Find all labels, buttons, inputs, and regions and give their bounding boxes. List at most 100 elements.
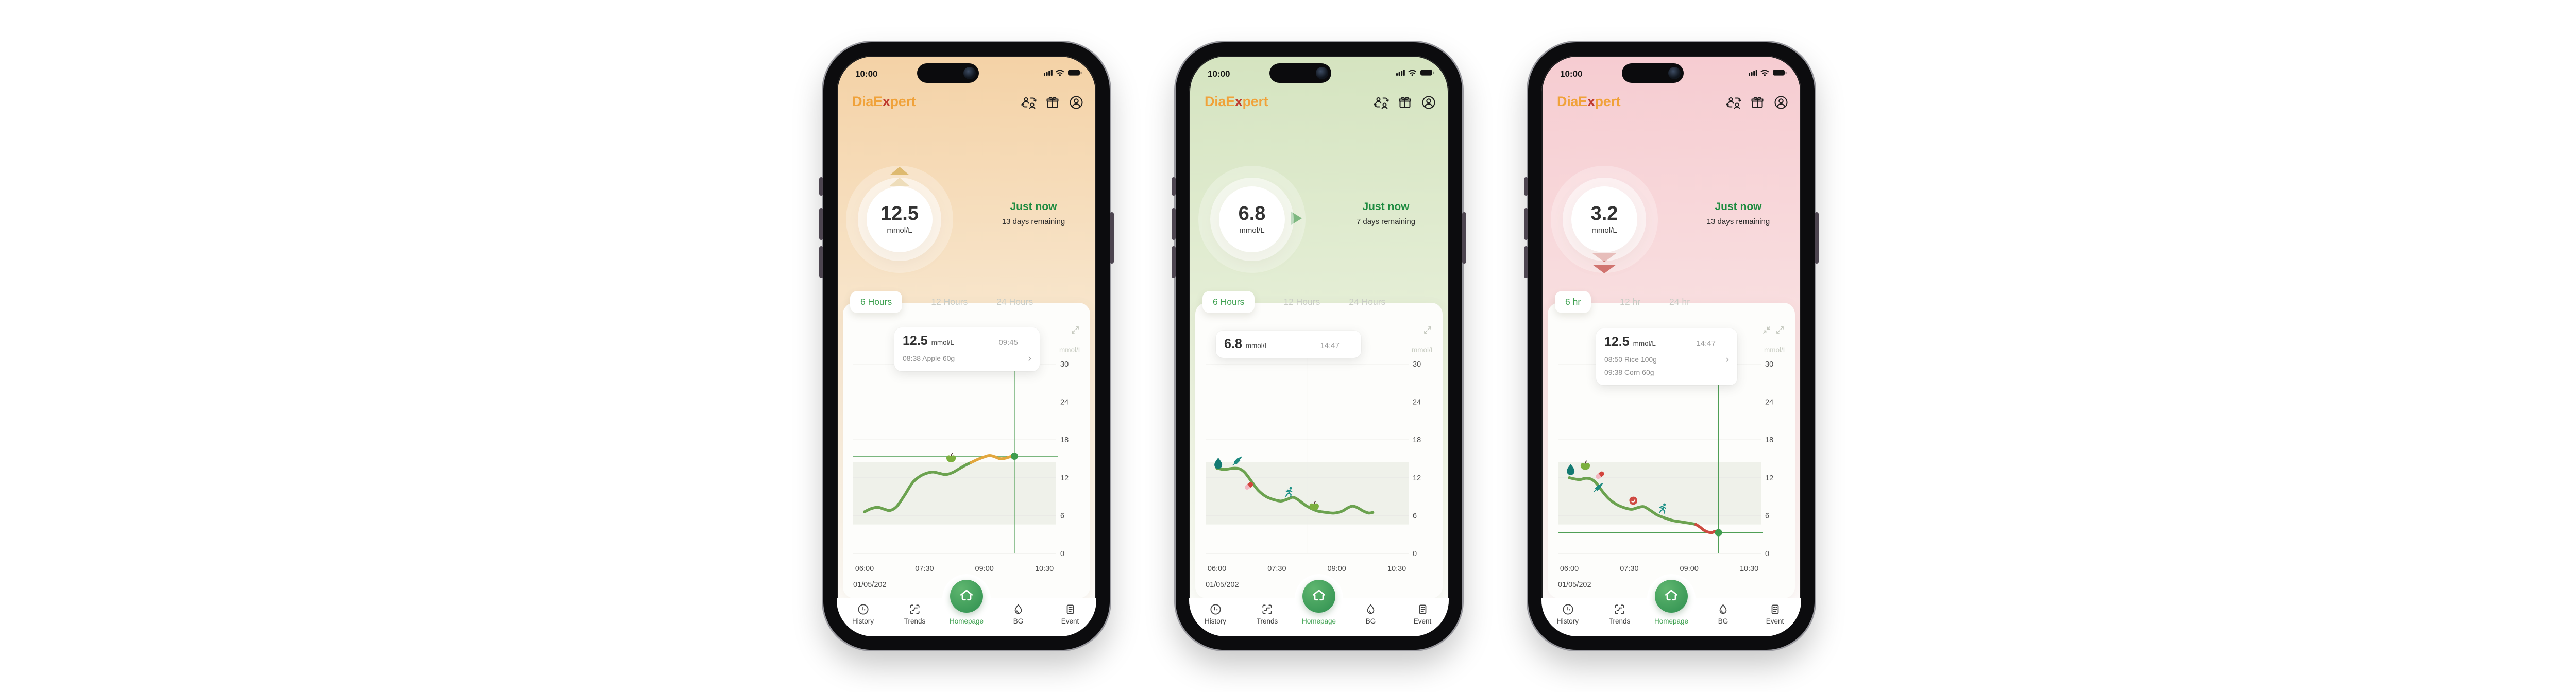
status-icons: [1749, 70, 1787, 76]
expand-icon[interactable]: [1071, 325, 1080, 335]
x-tick-label: 10:30: [1035, 565, 1054, 573]
y-tick-label: 0: [1765, 550, 1769, 558]
collapse-icon[interactable]: [1762, 325, 1771, 335]
gift-icon[interactable]: [1397, 95, 1413, 110]
tab-range-2[interactable]: 24 Hours: [996, 296, 1033, 307]
nav-item-event[interactable]: Event: [1052, 603, 1088, 636]
nav-item-event[interactable]: Event: [1404, 603, 1440, 636]
event-icon: [1771, 604, 1778, 614]
tab-range-0[interactable]: 6 Hours: [1202, 290, 1255, 313]
reading-freshness: Just now: [1010, 201, 1057, 213]
event-apple-icon[interactable]: [1309, 501, 1319, 510]
x-tick-label: 09:00: [975, 565, 994, 573]
nav-item-history[interactable]: History: [1550, 603, 1586, 636]
nav-item-homepage[interactable]: Homepage: [948, 603, 985, 636]
event-drop-icon[interactable]: [1567, 464, 1575, 475]
glucose-chart[interactable]: 30 24 18 12 6 0 mmol/L 06:00 07:30 09:00 10:30 01/0…: [1195, 335, 1440, 597]
nav-item-bg[interactable]: BG: [1353, 603, 1389, 636]
wifi-icon: [1760, 70, 1769, 76]
nav-item-trends[interactable]: Trends: [1249, 603, 1285, 636]
tooltip-food-row: 09:38 Corn 60g: [1604, 366, 1729, 379]
profile-icon[interactable]: [1069, 95, 1084, 110]
home-icon: [1665, 590, 1678, 601]
app-logo: DiaExpert: [1205, 94, 1268, 110]
switch-user-icon[interactable]: [1021, 95, 1037, 110]
glucose-chart[interactable]: 30 24 18 12 6 0 mmol/L 06:00 07:30 09:00 10:30 01/0…: [843, 335, 1088, 597]
event-pill-icon[interactable]: [1244, 481, 1254, 491]
nav-label: History: [852, 617, 874, 625]
nav-label: History: [1556, 617, 1579, 625]
chevron-right-icon[interactable]: ›: [1028, 353, 1031, 365]
nav-item-bg[interactable]: BG: [1001, 603, 1037, 636]
event-apple-icon[interactable]: [1580, 460, 1590, 470]
tooltip-time: 14:47: [1696, 339, 1716, 348]
tab-range-1[interactable]: 12 hr: [1620, 296, 1641, 307]
switch-user-icon[interactable]: [1726, 95, 1741, 110]
nav-item-bg[interactable]: BG: [1705, 603, 1741, 636]
glucose-circle[interactable]: 6.8 mmol/L: [1219, 186, 1285, 252]
switch-user-icon[interactable]: [1374, 95, 1389, 110]
event-drop-icon[interactable]: [1214, 458, 1223, 469]
power-button: [1815, 212, 1819, 264]
y-tick-label: 24: [1765, 399, 1773, 407]
gift-icon[interactable]: [1045, 95, 1060, 110]
profile-icon[interactable]: [1421, 95, 1436, 110]
expand-icon[interactable]: [1423, 325, 1432, 335]
homepage-button[interactable]: [1302, 580, 1335, 613]
x-tick-label: 06:00: [1208, 565, 1226, 573]
status-time: 10:00: [1208, 69, 1230, 79]
tab-range-0[interactable]: 6 Hours: [850, 290, 903, 313]
nav-item-event[interactable]: Event: [1757, 603, 1793, 636]
y-tick-label: 18: [1413, 436, 1421, 444]
battery-icon: [1068, 70, 1082, 76]
expand-icon[interactable]: [1775, 325, 1785, 335]
bg-icon: [1367, 604, 1375, 614]
glucose-value: 3.2: [1590, 203, 1618, 224]
glucose-unit: mmol/L: [887, 226, 912, 235]
glucose-circle[interactable]: 3.2 mmol/L: [1571, 186, 1637, 252]
glucose-circle[interactable]: 12.5 mmol/L: [867, 186, 933, 252]
y-tick-label: 24: [1413, 399, 1421, 407]
volume-down-button: [1524, 246, 1528, 278]
profile-icon[interactable]: [1773, 95, 1789, 110]
event-syringe-icon[interactable]: [1592, 482, 1604, 493]
homepage-button[interactable]: [1655, 580, 1688, 613]
tooltip-food-row: 08:50 Rice 100g ›: [1604, 353, 1729, 366]
tab-range-2[interactable]: 24 hr: [1669, 296, 1690, 307]
nav-item-history[interactable]: History: [1197, 603, 1233, 636]
trend-rising-icon: [890, 167, 909, 186]
chart-date-label: 01/05/202: [1558, 581, 1591, 589]
event-runner-icon[interactable]: [1285, 487, 1293, 497]
nav-item-homepage[interactable]: Homepage: [1301, 603, 1337, 636]
header-actions: [1021, 95, 1084, 110]
tab-range-1[interactable]: 12 Hours: [931, 296, 968, 307]
chevron-right-icon[interactable]: ›: [1725, 354, 1729, 366]
event-meter-icon[interactable]: [1629, 496, 1638, 505]
reading-freshness: Just now: [1715, 201, 1762, 213]
nav-label: Trends: [1256, 617, 1278, 625]
nav-item-trends[interactable]: Trends: [897, 603, 933, 636]
homepage-button[interactable]: [950, 580, 983, 613]
glucose-chart[interactable]: 30 24 18 12 6 0 mmol/L 06:00 07:30 09:00 10:30 01/0…: [1548, 335, 1793, 597]
y-tick-label: 6: [1413, 512, 1417, 520]
event-apple-icon[interactable]: [946, 453, 956, 462]
tab-range-1[interactable]: 12 Hours: [1283, 296, 1320, 307]
event-pill-icon[interactable]: [1595, 471, 1605, 480]
gift-icon[interactable]: [1750, 95, 1765, 110]
nav-item-homepage[interactable]: Homepage: [1653, 603, 1689, 636]
current-point-dot: [1715, 529, 1722, 537]
nav-item-history[interactable]: History: [845, 603, 881, 636]
reading-freshness: Just now: [1362, 201, 1410, 213]
chart-date-label: 01/05/202: [1206, 581, 1239, 589]
chart-card: 6 Hours 12 Hours 24 Hours 30 24 18 12 6 0 mmol/L…: [843, 290, 1090, 598]
y-axis-unit: mmol/L: [1059, 346, 1082, 354]
logo-accent: x: [1234, 94, 1243, 109]
tab-range-0[interactable]: 6 hr: [1555, 290, 1591, 313]
event-runner-icon[interactable]: [1659, 503, 1666, 514]
event-syringe-icon[interactable]: [1231, 456, 1243, 467]
tooltip-main-row: 12.5 mmol/L 09:45: [903, 334, 1031, 349]
tab-range-2[interactable]: 24 Hours: [1349, 296, 1386, 307]
chart-tooltip: 12.5 mmol/L 09:45 08:38 Apple 60g ›: [894, 327, 1040, 372]
nav-item-trends[interactable]: Trends: [1602, 603, 1638, 636]
